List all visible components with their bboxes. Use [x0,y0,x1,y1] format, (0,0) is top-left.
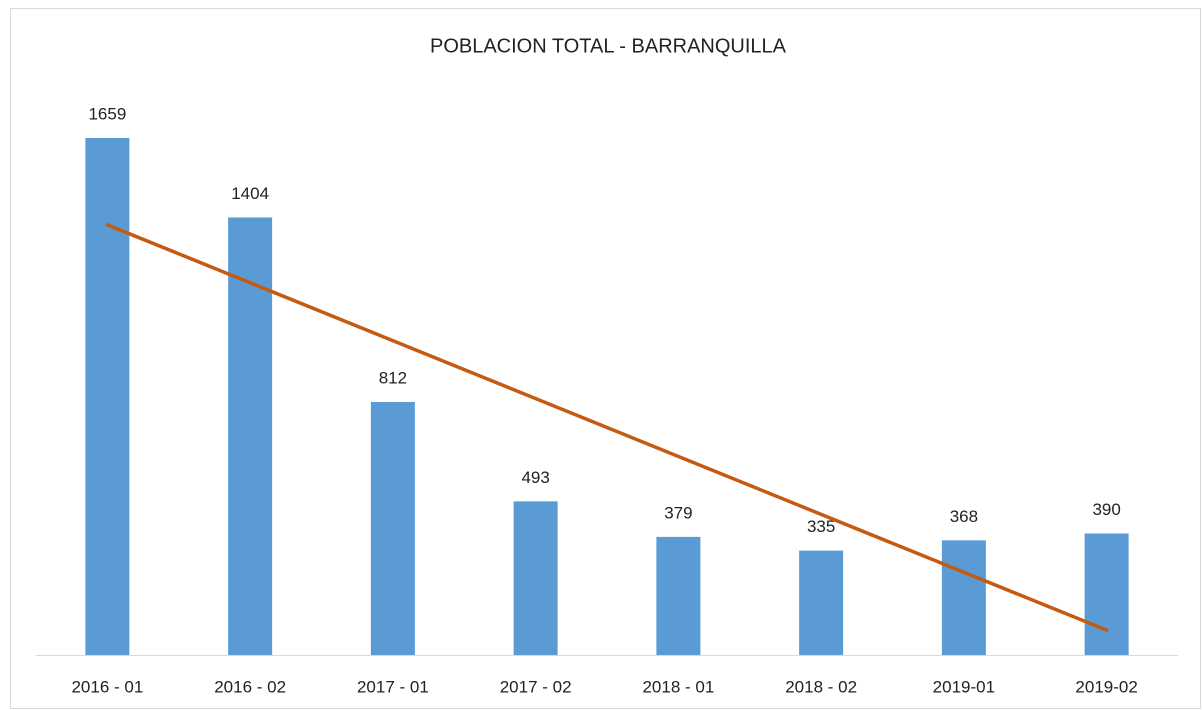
data-label: 368 [950,507,978,526]
data-label: 812 [379,368,407,387]
x-tick-label: 2019-01 [933,677,995,696]
bar [85,138,130,655]
bar [513,501,558,655]
data-label: 1404 [231,184,269,203]
x-tick-label: 2016 - 02 [214,677,286,696]
data-label: 1659 [88,104,126,123]
trendline [105,223,1109,632]
x-tick-label: 2018 - 02 [785,677,857,696]
bar [1084,533,1129,655]
x-tick-label: 2017 - 01 [357,677,429,696]
x-tick-label: 2019-02 [1075,677,1137,696]
data-label: 335 [807,517,835,536]
x-tick-label: 2017 - 02 [500,677,572,696]
bar [370,401,415,655]
x-tick-label: 2016 - 01 [71,677,143,696]
data-label: 493 [521,468,549,487]
chart-border [10,8,1201,709]
data-label: 390 [1092,500,1120,519]
chart-title: POBLACION TOTAL - BARRANQUILLA [430,35,787,57]
x-tick-label: 2018 - 01 [642,677,714,696]
bar [799,550,844,655]
data-label: 379 [664,503,692,522]
bar [941,540,986,655]
bar [656,536,701,655]
